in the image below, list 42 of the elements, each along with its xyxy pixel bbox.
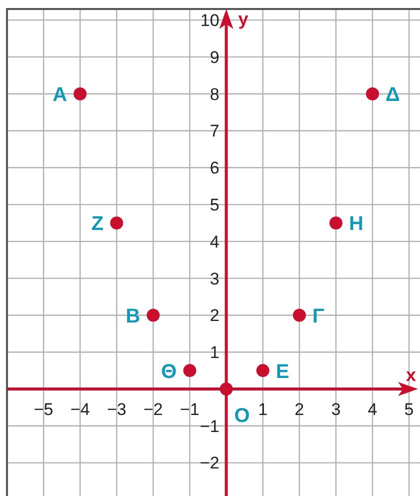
- point: [256, 364, 270, 378]
- point: [183, 364, 196, 378]
- y-tick-label: 9: [210, 48, 220, 67]
- annotation: Ο: [234, 405, 250, 428]
- y-tick-label: 6: [210, 158, 220, 178]
- y-tick-label: 5: [210, 195, 220, 214]
- y-tick-label: 2: [210, 306, 220, 326]
- y-tick-label: 3: [210, 269, 220, 288]
- point: [366, 87, 379, 100]
- annotation: Θ: [161, 360, 177, 383]
- x-tick-label: −2: [144, 400, 163, 420]
- point: [146, 308, 160, 322]
- y-tick-label: 1: [210, 343, 220, 362]
- annotation: Η: [348, 213, 364, 236]
- y-tick-label: 7: [210, 122, 220, 141]
- y-tick-label: 4: [210, 232, 220, 252]
- y-axis-title: y: [238, 9, 248, 29]
- point: [220, 382, 233, 396]
- x-tick-label: −1: [180, 400, 200, 420]
- x-tick-label: −3: [106, 400, 126, 420]
- annotation: Ε: [276, 360, 290, 383]
- annotation: Β: [126, 305, 140, 328]
- y-tick-label: −1: [200, 416, 220, 436]
- y-tick-label: −2: [200, 454, 220, 473]
- point: [110, 216, 124, 230]
- x-tick-label: 5: [404, 400, 414, 420]
- y-tick-label: 8: [210, 84, 220, 104]
- y-tick-label: 10: [200, 11, 220, 30]
- x-axis-title: x: [406, 365, 416, 386]
- annotation: Δ: [385, 84, 400, 106]
- x-tick-label: 1: [258, 400, 268, 420]
- point: [329, 216, 342, 230]
- point: [292, 308, 306, 322]
- x-tick-label: −4: [70, 400, 90, 420]
- annotation: Ζ: [91, 213, 104, 236]
- x-tick-label: 3: [331, 400, 341, 420]
- annotation: Α: [52, 84, 68, 106]
- x-tick-label: −5: [34, 400, 54, 420]
- x-tick-label: 4: [368, 400, 378, 420]
- x-tick-label: 2: [294, 400, 304, 420]
- point: [74, 87, 87, 100]
- annotation: Γ: [312, 305, 324, 328]
